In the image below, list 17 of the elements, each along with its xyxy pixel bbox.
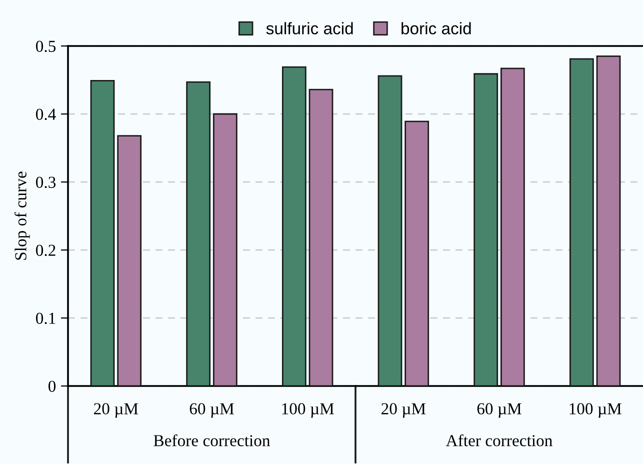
x-tick-label: 60 µM [190, 403, 234, 418]
y-tick-label: 0 [48, 380, 56, 392]
y-tick-label: 0.3 [36, 176, 56, 188]
x-tick-label: 20 µM [94, 403, 138, 418]
y-tick-label: 0.1 [36, 312, 56, 324]
y-tick-label: 0.4 [36, 108, 56, 120]
y-tick-label: 0.2 [36, 244, 56, 256]
legend-label: sulfuric acid [266, 22, 353, 34]
text: Before correction [154, 434, 270, 446]
x-tick-label: 60 µM [477, 403, 522, 418]
y-axis-title: Slop of curve [14, 172, 30, 260]
legend-label: boric acid [402, 22, 471, 34]
y-tick-label: 0.5 [36, 40, 56, 52]
x-tick-label: 100 µM [282, 403, 334, 418]
x-tick-label: 20 µM [382, 403, 426, 418]
text: After correction [446, 434, 552, 446]
x-tick-label: 100 µM [570, 403, 622, 418]
